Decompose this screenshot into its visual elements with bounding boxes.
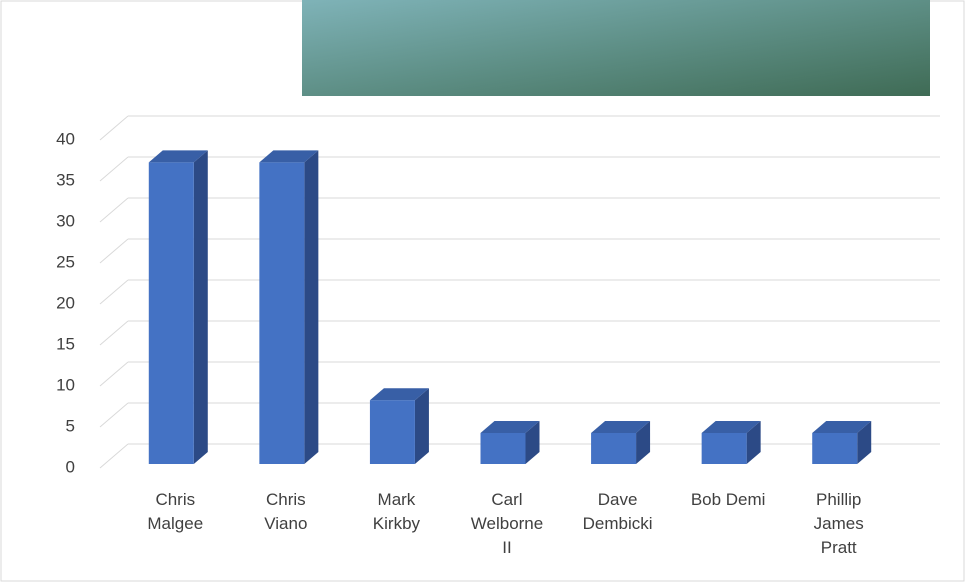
- bar: [148, 162, 194, 464]
- grid-line: [99, 402, 129, 428]
- x-tick-label: Bob Demi: [690, 490, 766, 509]
- bar-side: [636, 421, 651, 464]
- bar: [369, 400, 415, 464]
- y-tick-label: 0: [66, 457, 75, 476]
- bar-side: [193, 150, 208, 464]
- x-tick-label: Carl Welborne II: [470, 490, 544, 557]
- x-tick-label: Dave Dembicki: [582, 490, 653, 533]
- grid-line: [99, 320, 129, 346]
- grid-line: [99, 197, 129, 223]
- y-tick-label: 25: [56, 252, 75, 271]
- y-tick-label: 20: [56, 293, 75, 312]
- grid-line: [99, 156, 129, 182]
- bar-top: [369, 388, 429, 401]
- bar: [591, 433, 637, 464]
- bar-top: [701, 421, 761, 433]
- y-tick-label: 15: [56, 334, 75, 353]
- bar: [480, 433, 526, 464]
- bar-top: [812, 421, 872, 433]
- x-tick-label: Mark Kirkby: [372, 490, 421, 533]
- x-tick-label: Phillip James Pratt: [813, 490, 864, 557]
- bar-side: [525, 421, 540, 464]
- grid-line: [99, 115, 129, 141]
- bar: [259, 162, 305, 464]
- bar-side: [857, 421, 872, 464]
- y-tick-label: 30: [56, 211, 75, 230]
- y-tick-label: 10: [56, 375, 75, 394]
- bar-top: [480, 421, 540, 433]
- bar-top: [259, 150, 319, 163]
- background-photo: [302, 0, 930, 96]
- x-tick-label: Chris Malgee: [147, 490, 204, 533]
- bar-top: [591, 421, 651, 433]
- grid-line: [99, 279, 129, 305]
- grid-line: [99, 443, 129, 469]
- grid-line: [99, 238, 129, 264]
- bar-side: [746, 421, 761, 464]
- bar-side: [304, 150, 319, 464]
- bar-side: [414, 388, 429, 464]
- y-tick-label: 40: [56, 129, 75, 148]
- bar-top: [148, 150, 208, 163]
- bar: [812, 433, 858, 464]
- bar: [701, 433, 747, 464]
- y-tick-label: 35: [56, 170, 75, 189]
- grid-line: [99, 361, 129, 387]
- y-tick-label: 5: [66, 416, 75, 435]
- x-tick-label: Chris Viano: [264, 490, 308, 533]
